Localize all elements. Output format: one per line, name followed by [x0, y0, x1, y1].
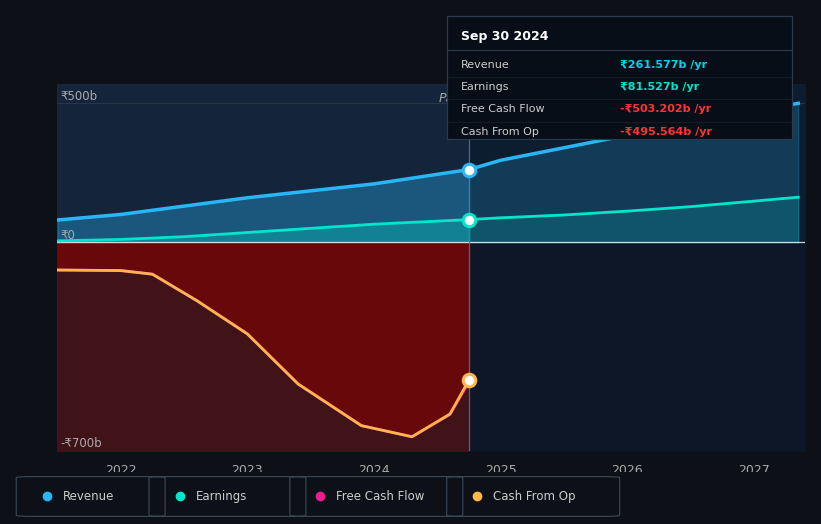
Text: -₹495.564b /yr: -₹495.564b /yr [620, 127, 712, 137]
Text: Past: Past [438, 92, 466, 105]
Text: Free Cash Flow: Free Cash Flow [461, 104, 545, 114]
Text: ₹0: ₹0 [60, 229, 75, 242]
Text: Free Cash Flow: Free Cash Flow [337, 490, 424, 503]
Text: -₹700b: -₹700b [60, 436, 102, 450]
Text: Analysts Forecasts: Analysts Forecasts [475, 92, 591, 105]
Text: ₹500b: ₹500b [60, 90, 97, 103]
Text: Cash From Op: Cash From Op [493, 490, 576, 503]
Text: Earnings: Earnings [461, 82, 510, 92]
Text: Earnings: Earnings [195, 490, 247, 503]
Text: Sep 30 2024: Sep 30 2024 [461, 30, 548, 43]
Text: -₹503.202b /yr: -₹503.202b /yr [620, 104, 711, 114]
Text: Cash From Op: Cash From Op [461, 127, 539, 137]
Text: ₹261.577b /yr: ₹261.577b /yr [620, 60, 707, 70]
Text: ₹81.527b /yr: ₹81.527b /yr [620, 82, 699, 92]
Text: Revenue: Revenue [63, 490, 114, 503]
Text: Revenue: Revenue [461, 60, 510, 70]
